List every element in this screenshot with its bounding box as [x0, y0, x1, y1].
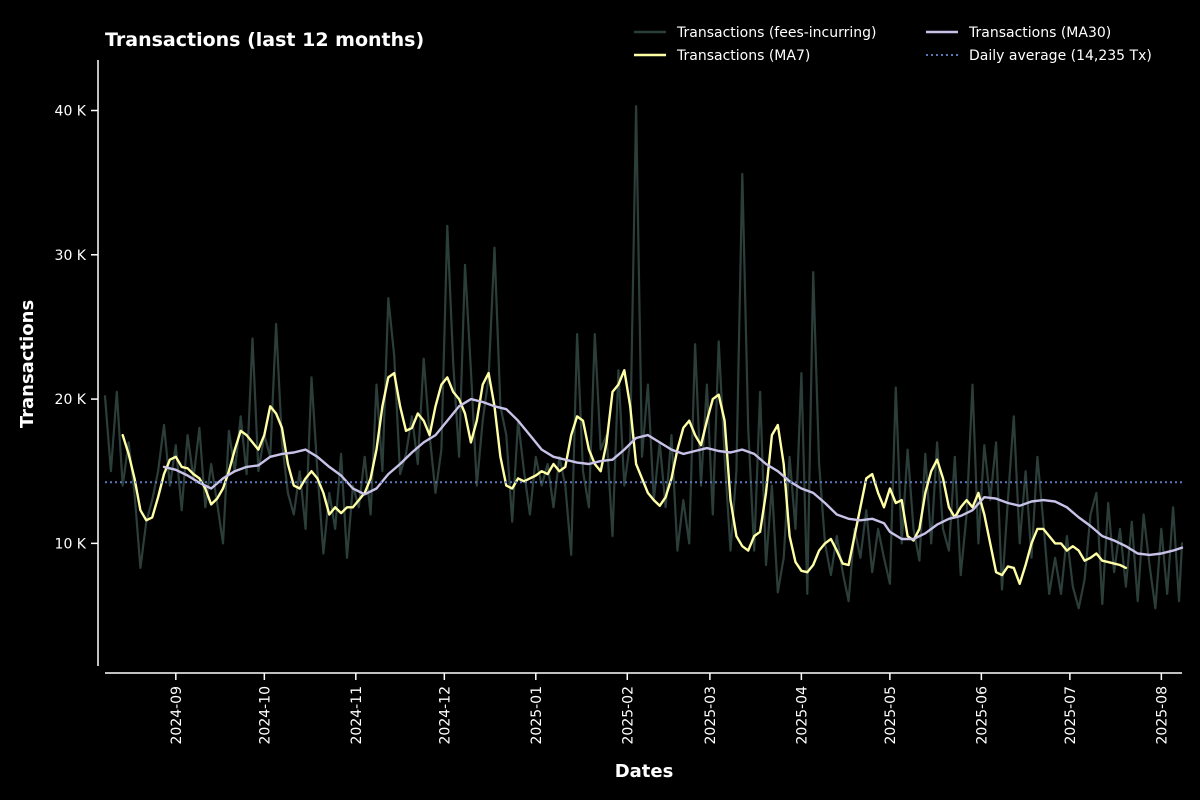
x-tick-label-2025-05: 2025-05 — [883, 686, 899, 745]
x-tick-label-2025-03: 2025-03 — [703, 686, 719, 745]
x-axis-title: Dates — [615, 761, 674, 782]
legend-item-ma7: Transactions (MA7) — [634, 48, 810, 64]
y-axis-ticks: 10 K 20 K 30 K 40 K — [55, 104, 98, 552]
legend-item-fees-incurring: Transactions (fees-incurring) — [634, 25, 877, 41]
x-tick-label-2024-11: 2024-11 — [349, 686, 365, 745]
x-tick-label-2025-07: 2025-07 — [1063, 686, 1079, 745]
legend-label-ma7: Transactions (MA7) — [676, 48, 810, 64]
series-line-transactions-ma30 — [162, 397, 1184, 557]
x-tick-label-2025-08: 2025-08 — [1154, 686, 1170, 745]
x-tick-label-2025-01: 2025-01 — [529, 686, 545, 745]
x-tick-label-2025-06: 2025-06 — [974, 686, 990, 745]
x-axis-ticks: 2024-09 2024-10 2024-11 2024-12 2025-01 2025-… — [169, 673, 1170, 745]
legend-label-daily-average: Daily average (14,235 Tx) — [969, 48, 1152, 64]
legend-item-daily-average: Daily average (14,235 Tx) — [926, 48, 1152, 64]
x-tick-label-2025-04: 2025-04 — [794, 686, 810, 745]
x-tick-label-2025-02: 2025-02 — [620, 686, 636, 745]
x-tick-label-2024-10: 2024-10 — [257, 686, 273, 745]
series-layer — [103, 105, 1184, 610]
y-tick-label-40-k: 40 K — [55, 104, 87, 120]
y-tick-label-20-k: 20 K — [55, 392, 87, 408]
y-tick-label-30-k: 30 K — [55, 248, 87, 264]
legend-label-ma30: Transactions (MA30) — [968, 25, 1111, 41]
chart-title: Transactions (last 12 months) — [105, 29, 424, 51]
y-axis-title: Transactions — [17, 300, 38, 428]
x-tick-label-2024-09: 2024-09 — [169, 686, 185, 745]
legend-label-fees-incurring: Transactions (fees-incurring) — [676, 25, 877, 41]
x-tick-label-2024-12: 2024-12 — [437, 686, 453, 745]
y-tick-label-10-k: 10 K — [55, 536, 87, 552]
legend: Transactions (fees-incurring) Transactio… — [634, 25, 1152, 64]
series-line-transactions-ma7 — [121, 369, 1128, 585]
legend-item-ma30: Transactions (MA30) — [926, 25, 1111, 41]
series-line-transactions-fees-incurring — [103, 105, 1184, 610]
